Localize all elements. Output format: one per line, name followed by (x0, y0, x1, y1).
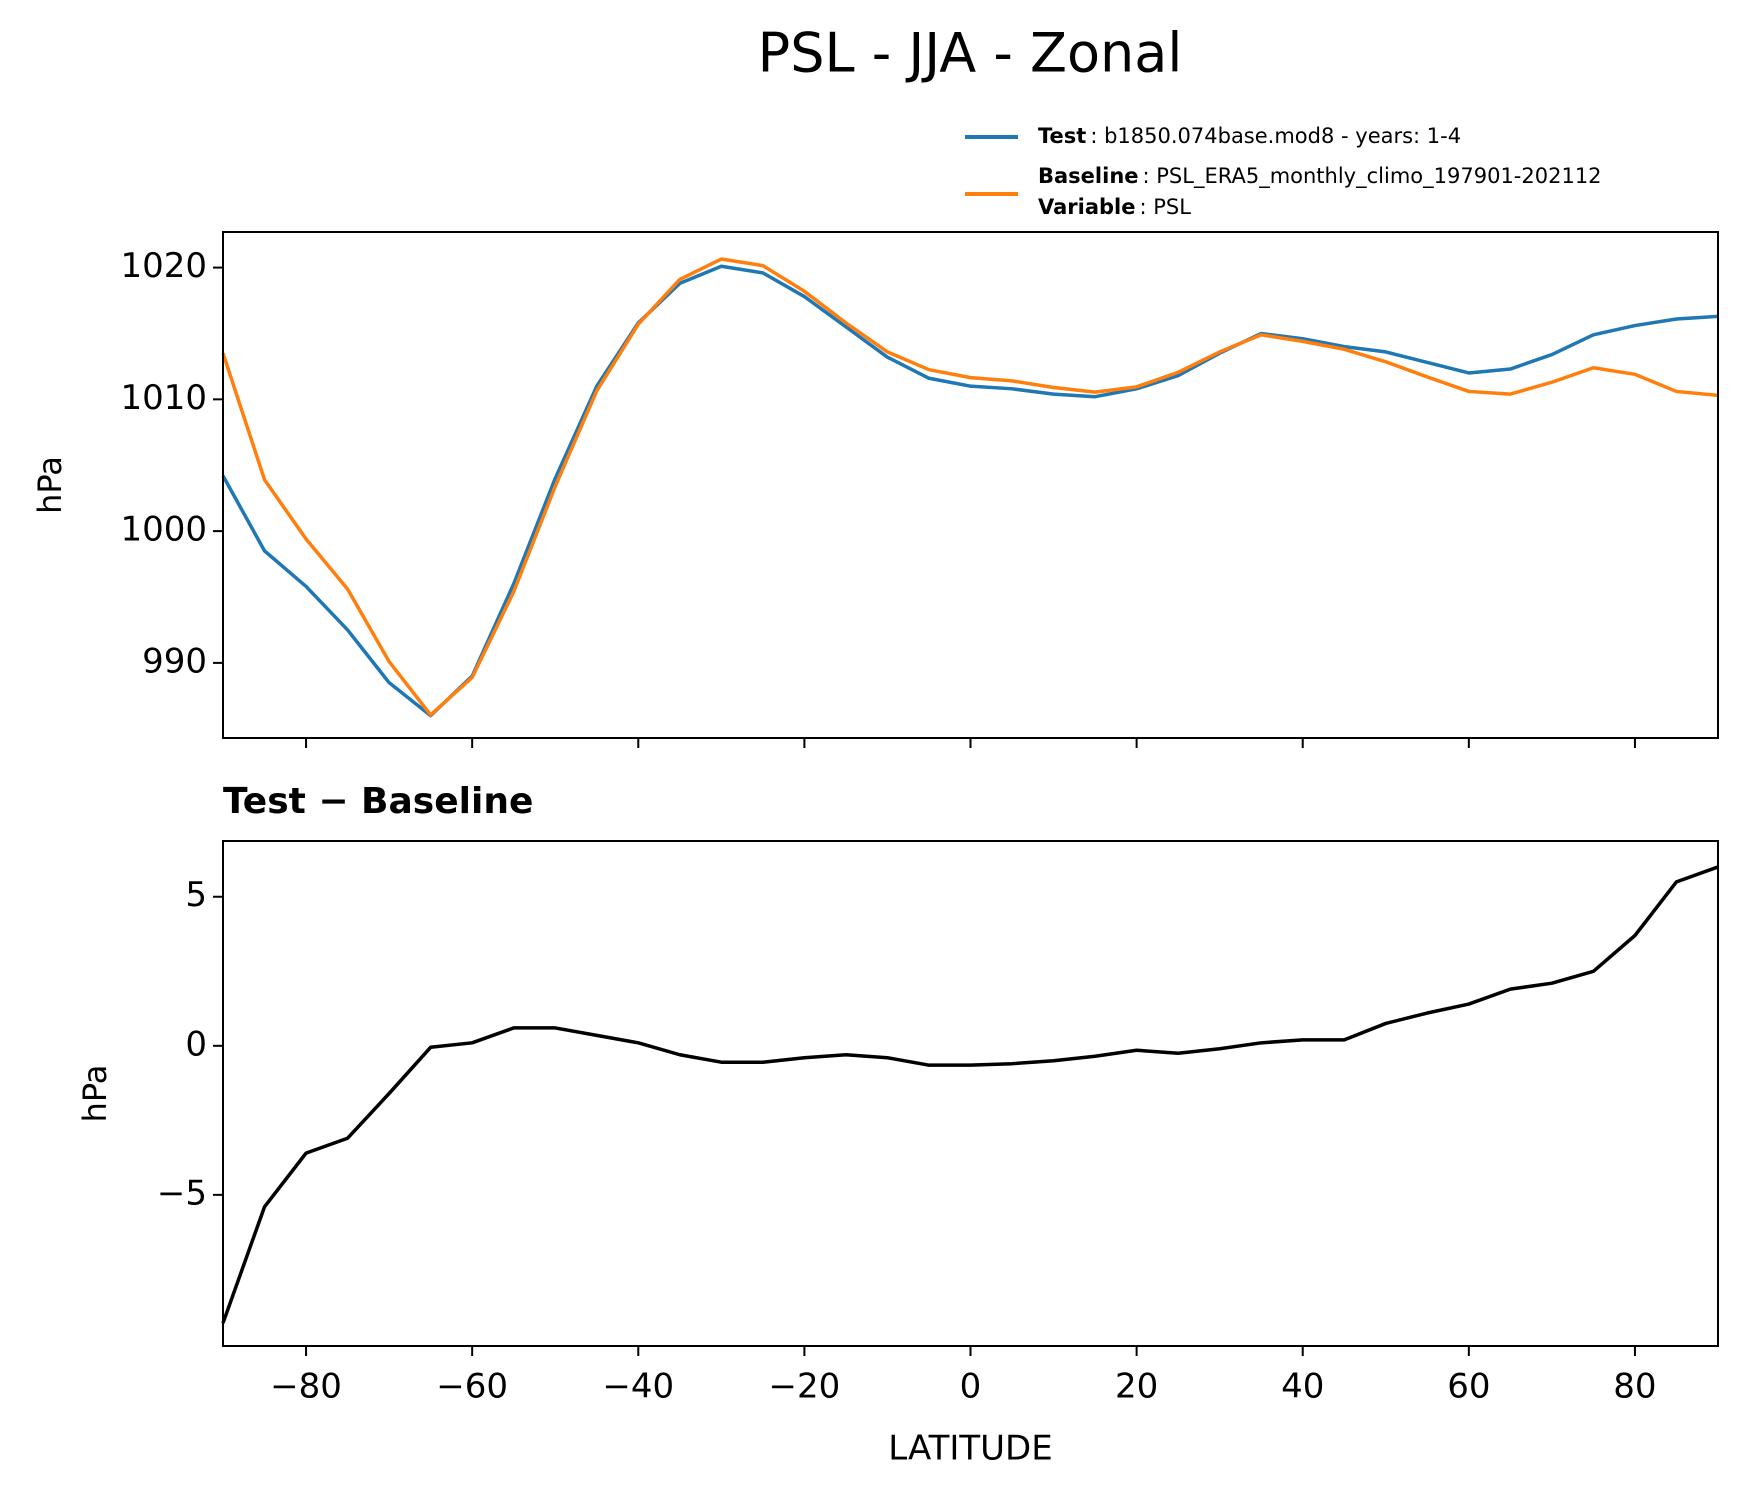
y-tick-label: 1010 (120, 378, 207, 418)
axes-frame (222, 231, 1719, 739)
y-axis-label: hPa (76, 1065, 114, 1123)
legend-label: Variable (1038, 195, 1135, 219)
x-tick-label: −20 (769, 1367, 841, 1407)
legend-info: : PSL_ERA5_monthly_climo_197901-202112 (1143, 164, 1602, 189)
x-tick-label: 0 (960, 1367, 982, 1407)
y-tick-label: 0 (185, 1024, 207, 1064)
y-tick-label: −5 (157, 1173, 207, 1213)
x-tick-label: −60 (436, 1367, 508, 1407)
data-line (221, 257, 1719, 717)
x-axis-label: LATITUDE (888, 1429, 1052, 1469)
y-tick-label: 5 (185, 875, 207, 915)
y-axis-label: hPa (31, 456, 69, 514)
legend-label: Baseline (1038, 164, 1139, 188)
y-tick-label: 1020 (120, 246, 207, 286)
data-line (221, 865, 1719, 1324)
x-tick-label: 60 (1447, 1367, 1490, 1407)
y-tick-label: 990 (142, 641, 207, 681)
legend-label: Test (1038, 124, 1086, 148)
legend-info: : b1850.074base.mod8 - years: 1-4 (1090, 124, 1461, 148)
legend-info: : PSL (1139, 195, 1191, 219)
figure-title: PSL - JJA - Zonal (758, 22, 1183, 85)
x-tick-label: 20 (1115, 1367, 1158, 1407)
x-tick-label: −40 (602, 1367, 674, 1407)
axes-title: Test − Baseline (223, 781, 533, 822)
x-tick-label: −80 (270, 1367, 342, 1407)
x-tick-label: 40 (1281, 1367, 1324, 1407)
x-tick-label: 80 (1613, 1367, 1656, 1407)
y-tick-label: 1000 (120, 510, 207, 550)
axes-frame (222, 840, 1719, 1347)
